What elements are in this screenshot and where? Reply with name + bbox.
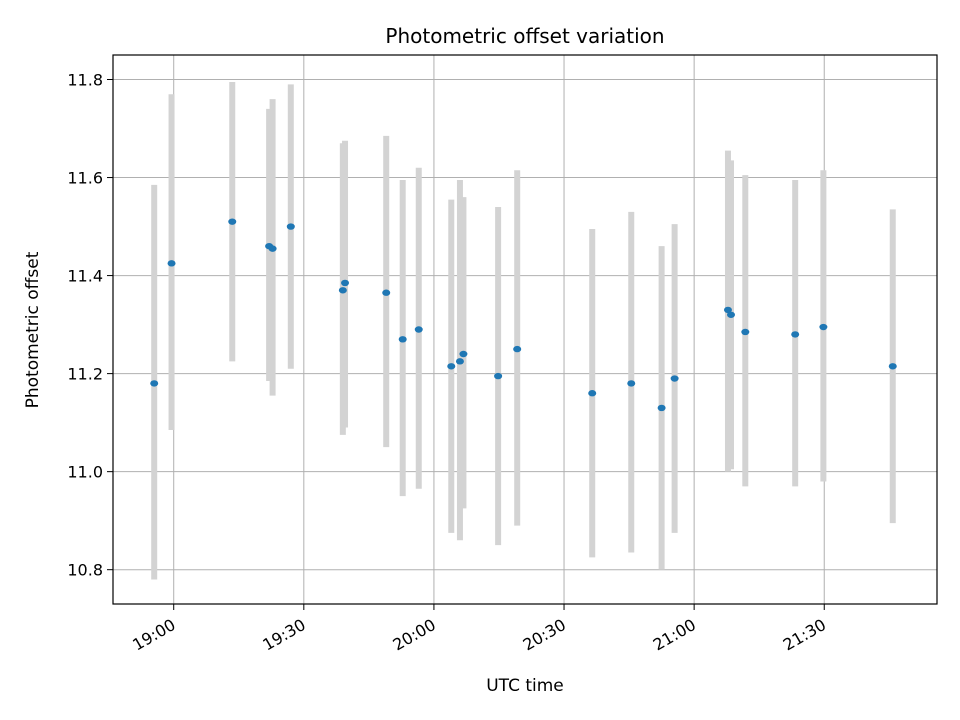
data-point [382,289,391,296]
data-points [150,218,897,412]
data-point [338,287,347,294]
data-point [723,306,732,314]
data-point [268,245,277,252]
y-tick-label: 11.2 [67,365,103,384]
data-point [791,331,800,338]
data-point [398,336,407,343]
data-point [341,279,350,287]
data-point [513,345,522,353]
data-point [741,328,750,336]
y-axis-label: Photometric offset [23,251,43,408]
data-point [627,380,636,387]
data-point [819,323,828,331]
data-point [414,326,423,333]
data-point [494,372,503,380]
data-point [670,375,679,382]
y-tick-label: 10.8 [67,561,103,580]
y-tick-label: 11.4 [67,267,103,286]
data-point [228,218,237,225]
y-tick-label: 11.0 [67,463,103,482]
y-axis-ticks: 10.8 11.0 11.2 11.4 11.6 11.8 [67,71,113,580]
data-point [150,380,159,387]
data-point [167,260,176,267]
data-point [588,390,597,397]
data-point [455,358,464,365]
plot-frame [112,54,938,605]
y-tick-label: 11.6 [67,169,103,188]
data-point [459,350,468,358]
data-point [286,223,295,230]
x-axis-label: UTC time [486,676,564,696]
data-point [447,363,456,370]
data-point [727,311,735,318]
data-point [657,404,666,412]
data-point [888,363,897,370]
y-tick-label: 11.8 [67,71,103,90]
chart-title: Photometric offset variation [385,24,664,48]
